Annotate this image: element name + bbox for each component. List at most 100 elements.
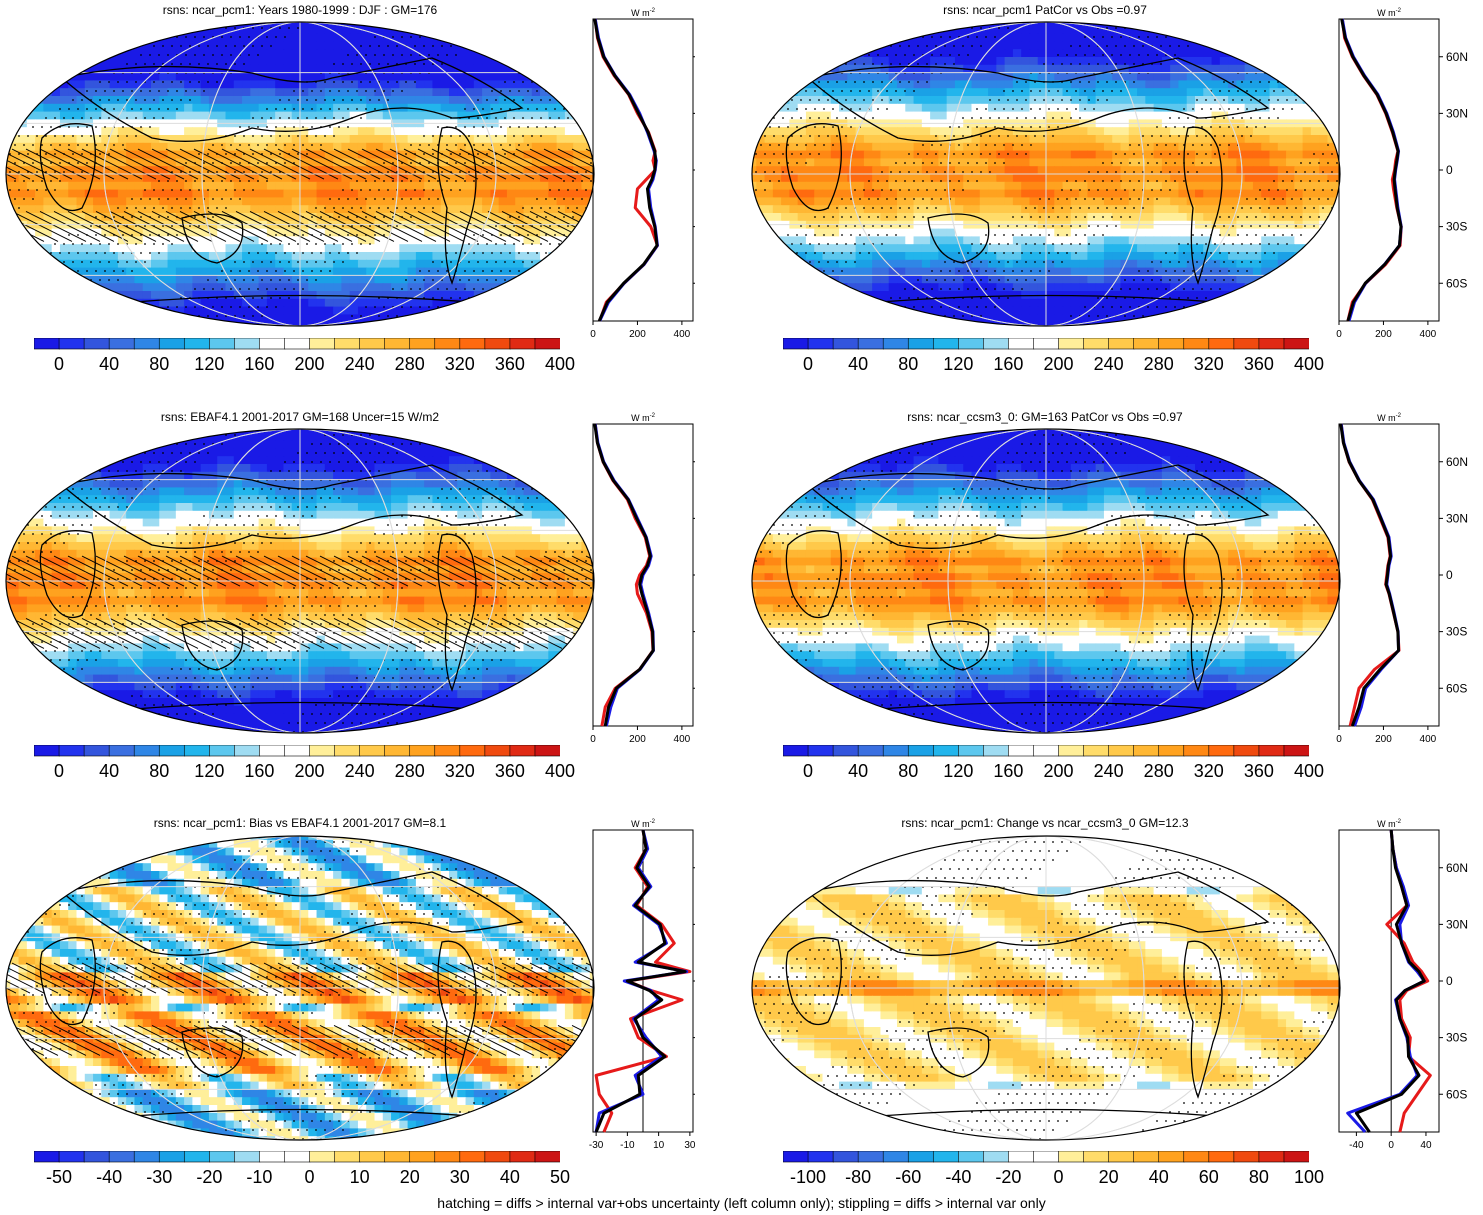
colorbar-swatch [509, 745, 536, 757]
colorbar [34, 338, 560, 350]
lat-tick-label: 60N [1446, 50, 1468, 64]
lat-tick-label: 30N [1446, 917, 1468, 931]
colorbar-swatch [108, 338, 135, 350]
colorbar-swatch [1058, 745, 1085, 757]
lat-tick-label: 30N [1446, 511, 1468, 525]
colorbar [783, 1151, 1309, 1163]
coastlines [785, 871, 1270, 1118]
hatching [6, 148, 594, 242]
colorbar-swatch [1283, 338, 1309, 350]
colorbar-swatch [932, 1151, 960, 1163]
colorbar-swatch [1033, 745, 1060, 757]
colorbar-swatch [1033, 1151, 1060, 1163]
colorbar-swatch [58, 1151, 85, 1163]
colorbar-swatch [234, 1151, 261, 1163]
zonal-unit-label: W m-2 [631, 8, 655, 18]
zonal-x-tick-label: 200 [629, 329, 646, 340]
colorbar-tick-label: 80 [898, 354, 918, 375]
colorbar-swatch [1083, 745, 1110, 757]
colorbar [34, 745, 560, 757]
colorbar-swatch [284, 745, 311, 757]
colorbar [783, 338, 1309, 350]
colorbar-tick-label: -20 [196, 1167, 222, 1188]
colorbar-swatch [1158, 745, 1185, 757]
zonal-mean-plot: W m-2 60N 30N 0 30S 60S 0 200 400 [1336, 413, 1468, 745]
colorbar-swatch [209, 1151, 236, 1163]
colorbar-swatch [409, 745, 436, 757]
colorbar-swatch [384, 1151, 411, 1163]
colorbar-swatch [1133, 1151, 1160, 1163]
map-field [752, 22, 1340, 326]
colorbar-swatch [783, 1151, 809, 1163]
colorbar-tick-label: 160 [993, 354, 1023, 375]
colorbar-tick-label: 240 [1094, 761, 1124, 782]
colorbar-swatch [1233, 745, 1260, 757]
colorbar-swatch [807, 745, 834, 757]
lat-tick-label: 60S [1446, 681, 1467, 695]
colorbar-swatch [259, 745, 286, 757]
colorbar-swatch [384, 338, 411, 350]
colorbar-swatch [34, 338, 60, 350]
colorbar-swatch [1158, 1151, 1185, 1163]
colorbar-swatch [158, 338, 186, 350]
colorbar-tick-label: 40 [99, 761, 119, 782]
colorbar-tick-label: 360 [495, 354, 525, 375]
lat-tick-label: 30N [1446, 106, 1468, 120]
map-plot [5, 428, 595, 734]
colorbar-swatch [234, 338, 261, 350]
colorbar-tick-label: 200 [294, 354, 324, 375]
colorbar-tick-label: -80 [845, 1167, 871, 1188]
colorbar-swatch [932, 745, 960, 757]
colorbar-tick-label: 0 [803, 354, 813, 375]
colorbar-swatch [484, 338, 511, 350]
colorbar-swatch [259, 338, 286, 350]
colorbar-tick-label: 80 [149, 354, 169, 375]
lat-tick-label: 60S [1446, 276, 1467, 290]
colorbar-tick-label: 80 [898, 761, 918, 782]
colorbar-tick-label: 0 [305, 1167, 315, 1188]
colorbar-tick-label: -40 [96, 1167, 122, 1188]
colorbar-swatch [1108, 1151, 1135, 1163]
zonal-x-tick-label: 0 [1336, 329, 1342, 340]
colorbar-tick-label: 160 [244, 354, 274, 375]
map-title: rsns: ncar_pcm1 PatCor vs Obs =0.97 [745, 3, 1345, 17]
colorbar-swatch [359, 1151, 386, 1163]
map-plot [5, 835, 595, 1141]
graticule [752, 22, 1340, 326]
colorbar-swatch [857, 1151, 884, 1163]
map-plot [5, 21, 595, 327]
lat-tick-label: 0 [1446, 974, 1453, 988]
lat-tick-label: 60N [1446, 861, 1468, 875]
colorbar-tick-label: 40 [848, 761, 868, 782]
colorbar-labels: -100 -80 -60 -40 -20 0 20 40 60 80 100 [783, 1167, 1324, 1191]
map-plot [751, 835, 1341, 1141]
colorbar-tick-label: 160 [244, 761, 274, 782]
colorbar-swatch [434, 338, 461, 350]
colorbar-swatch [1008, 745, 1035, 757]
zonal-line-model [1346, 829, 1426, 1134]
colorbar-swatch [857, 338, 884, 350]
colorbar-swatch [34, 1151, 60, 1163]
colorbar-tick-label: 320 [445, 761, 475, 782]
colorbar-swatch [384, 745, 411, 757]
colorbar-labels: 0 40 80 120 160 200 240 280 320 360 400 [783, 761, 1324, 785]
colorbar-swatch [907, 745, 935, 757]
colorbar [783, 745, 1309, 757]
zonal-unit-label: W m-2 [1377, 819, 1401, 829]
zonal-x-tick-label: 10 [653, 1140, 665, 1151]
colorbar-swatch [958, 338, 985, 350]
colorbar-swatch [1283, 1151, 1309, 1163]
graticule [6, 836, 594, 1140]
colorbar-swatch [832, 338, 859, 350]
colorbar-tick-label: 0 [1054, 1167, 1064, 1188]
colorbar-swatch [534, 745, 560, 757]
colorbar-swatch [958, 1151, 985, 1163]
colorbar-swatch [1108, 745, 1135, 757]
map-title: rsns: ncar_pcm1: Change vs ncar_ccsm3_0 … [745, 816, 1345, 830]
colorbar-tick-label: 200 [1043, 354, 1073, 375]
map-field [6, 22, 594, 326]
lat-tick-label: 30S [1446, 1031, 1467, 1045]
map-field [6, 429, 594, 733]
colorbar-tick-label: -10 [246, 1167, 272, 1188]
colorbar-swatch [34, 745, 60, 757]
